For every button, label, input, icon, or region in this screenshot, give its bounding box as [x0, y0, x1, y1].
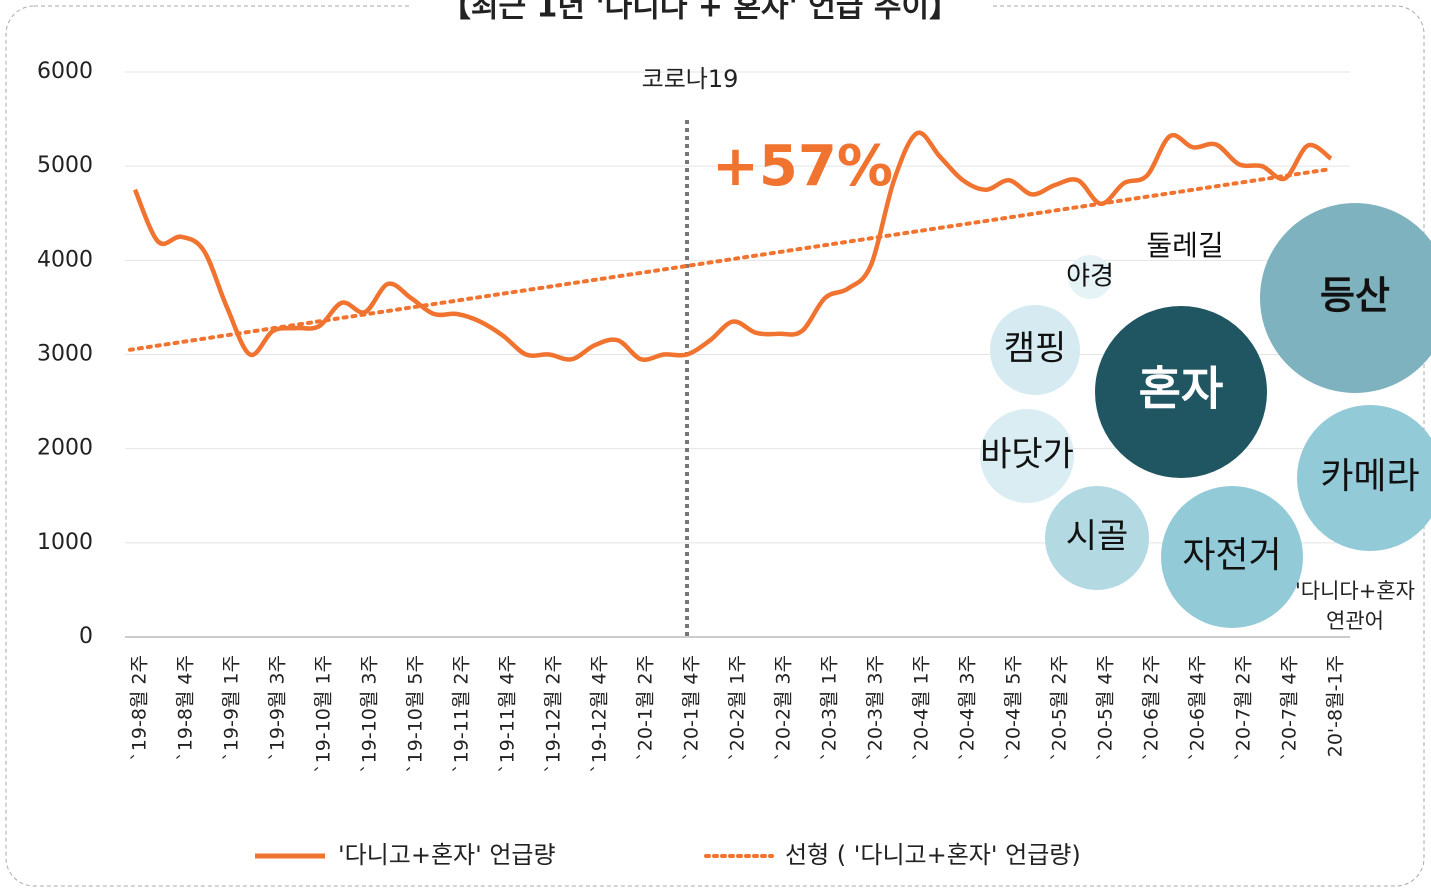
bubble-label: 등산: [1320, 274, 1390, 318]
bubble-label: 카메라: [1320, 456, 1419, 497]
x-tick-label: `20-6월 2주: [1141, 655, 1163, 761]
x-tick-label: `20-1월 4주: [681, 655, 703, 761]
x-tick-label: `19-12월 4주: [589, 655, 611, 773]
bubble-label: 둘레길: [1146, 229, 1223, 262]
event-label: 코로나19: [642, 65, 739, 93]
x-tick-label: `19-11월 2주: [451, 655, 473, 773]
x-tick-label: `20-4월 1주: [911, 655, 933, 761]
bubble-caption: '다니다+혼자: [1295, 579, 1415, 603]
y-tick-label: 2000: [37, 436, 93, 461]
bubble-caption: 연관어: [1326, 609, 1384, 633]
bubble-label: 캠핑: [1004, 329, 1067, 369]
bubble: [1095, 306, 1267, 478]
trend-line: [128, 166, 1333, 352]
x-tick-label: `20-7월 4주: [1279, 655, 1301, 761]
x-tick-label: 20'-8월-1주: [1325, 655, 1347, 757]
bubble: [980, 409, 1074, 503]
y-tick-label: 6000: [37, 59, 93, 84]
bubble-label: 혼자: [1139, 362, 1224, 416]
x-tick-label: `19-12월 2주: [543, 655, 565, 773]
title-bg: [410, 0, 990, 28]
x-tick-label: `20-2월 3주: [773, 655, 795, 761]
y-tick-label: 0: [79, 624, 93, 649]
x-tick-label: `20-7월 2주: [1233, 655, 1255, 761]
x-tick-label: `20-1월 2주: [635, 655, 657, 761]
legend-label: '다니고+혼자' 언급량: [338, 841, 556, 869]
chart-title: 【최근 1년 '다니다 + 혼자' 언급 추이】: [441, 0, 959, 25]
bubble: [1161, 486, 1303, 628]
x-tick-label: `20-5월 2주: [1049, 655, 1071, 761]
bubble: [1260, 203, 1431, 393]
bubble: [1045, 486, 1149, 590]
x-tick-label: `19-11월 4주: [497, 655, 519, 773]
x-tick-label: `19-9월 1주: [221, 655, 243, 761]
x-tick-label: `20-4월 3주: [957, 655, 979, 761]
bubble-label: 자전거: [1182, 535, 1281, 576]
x-tick-label: `19-8월 2주: [129, 655, 151, 761]
x-tick-label: `20-5월 4주: [1095, 655, 1117, 761]
bubble-label: 야경: [1066, 262, 1114, 292]
x-tick-label: `20-3월 3주: [865, 655, 887, 761]
x-tick-label: `19-9월 3주: [267, 655, 289, 761]
x-tick-label: `19-10월 3주: [359, 655, 381, 773]
x-tick-label: `20-4월 5주: [1003, 655, 1025, 761]
bubble: [990, 305, 1080, 395]
series-line: [132, 130, 1333, 362]
x-tick-label: `20-2월 1주: [727, 655, 749, 761]
bubble: [1297, 405, 1431, 551]
y-tick-label: 5000: [37, 153, 93, 178]
x-tick-label: `20-6월 4주: [1187, 655, 1209, 761]
y-tick-label: 4000: [37, 247, 93, 272]
x-tick-label: `20-3월 1주: [819, 655, 841, 761]
bubble-label: 시골: [1066, 517, 1129, 557]
x-tick-label: `19-10월 5주: [405, 655, 427, 773]
bubble: [1068, 255, 1112, 299]
y-tick-label: 3000: [37, 342, 93, 367]
bubble-label: 바닷가: [980, 435, 1074, 475]
y-tick-label: 1000: [37, 530, 93, 555]
change-label: +57%: [712, 134, 893, 199]
x-tick-label: `19-8월 4주: [175, 655, 197, 761]
x-tick-label: `19-10월 1주: [313, 655, 335, 773]
legend-label: 선형 ( '다니고+혼자' 언급량): [785, 841, 1081, 869]
